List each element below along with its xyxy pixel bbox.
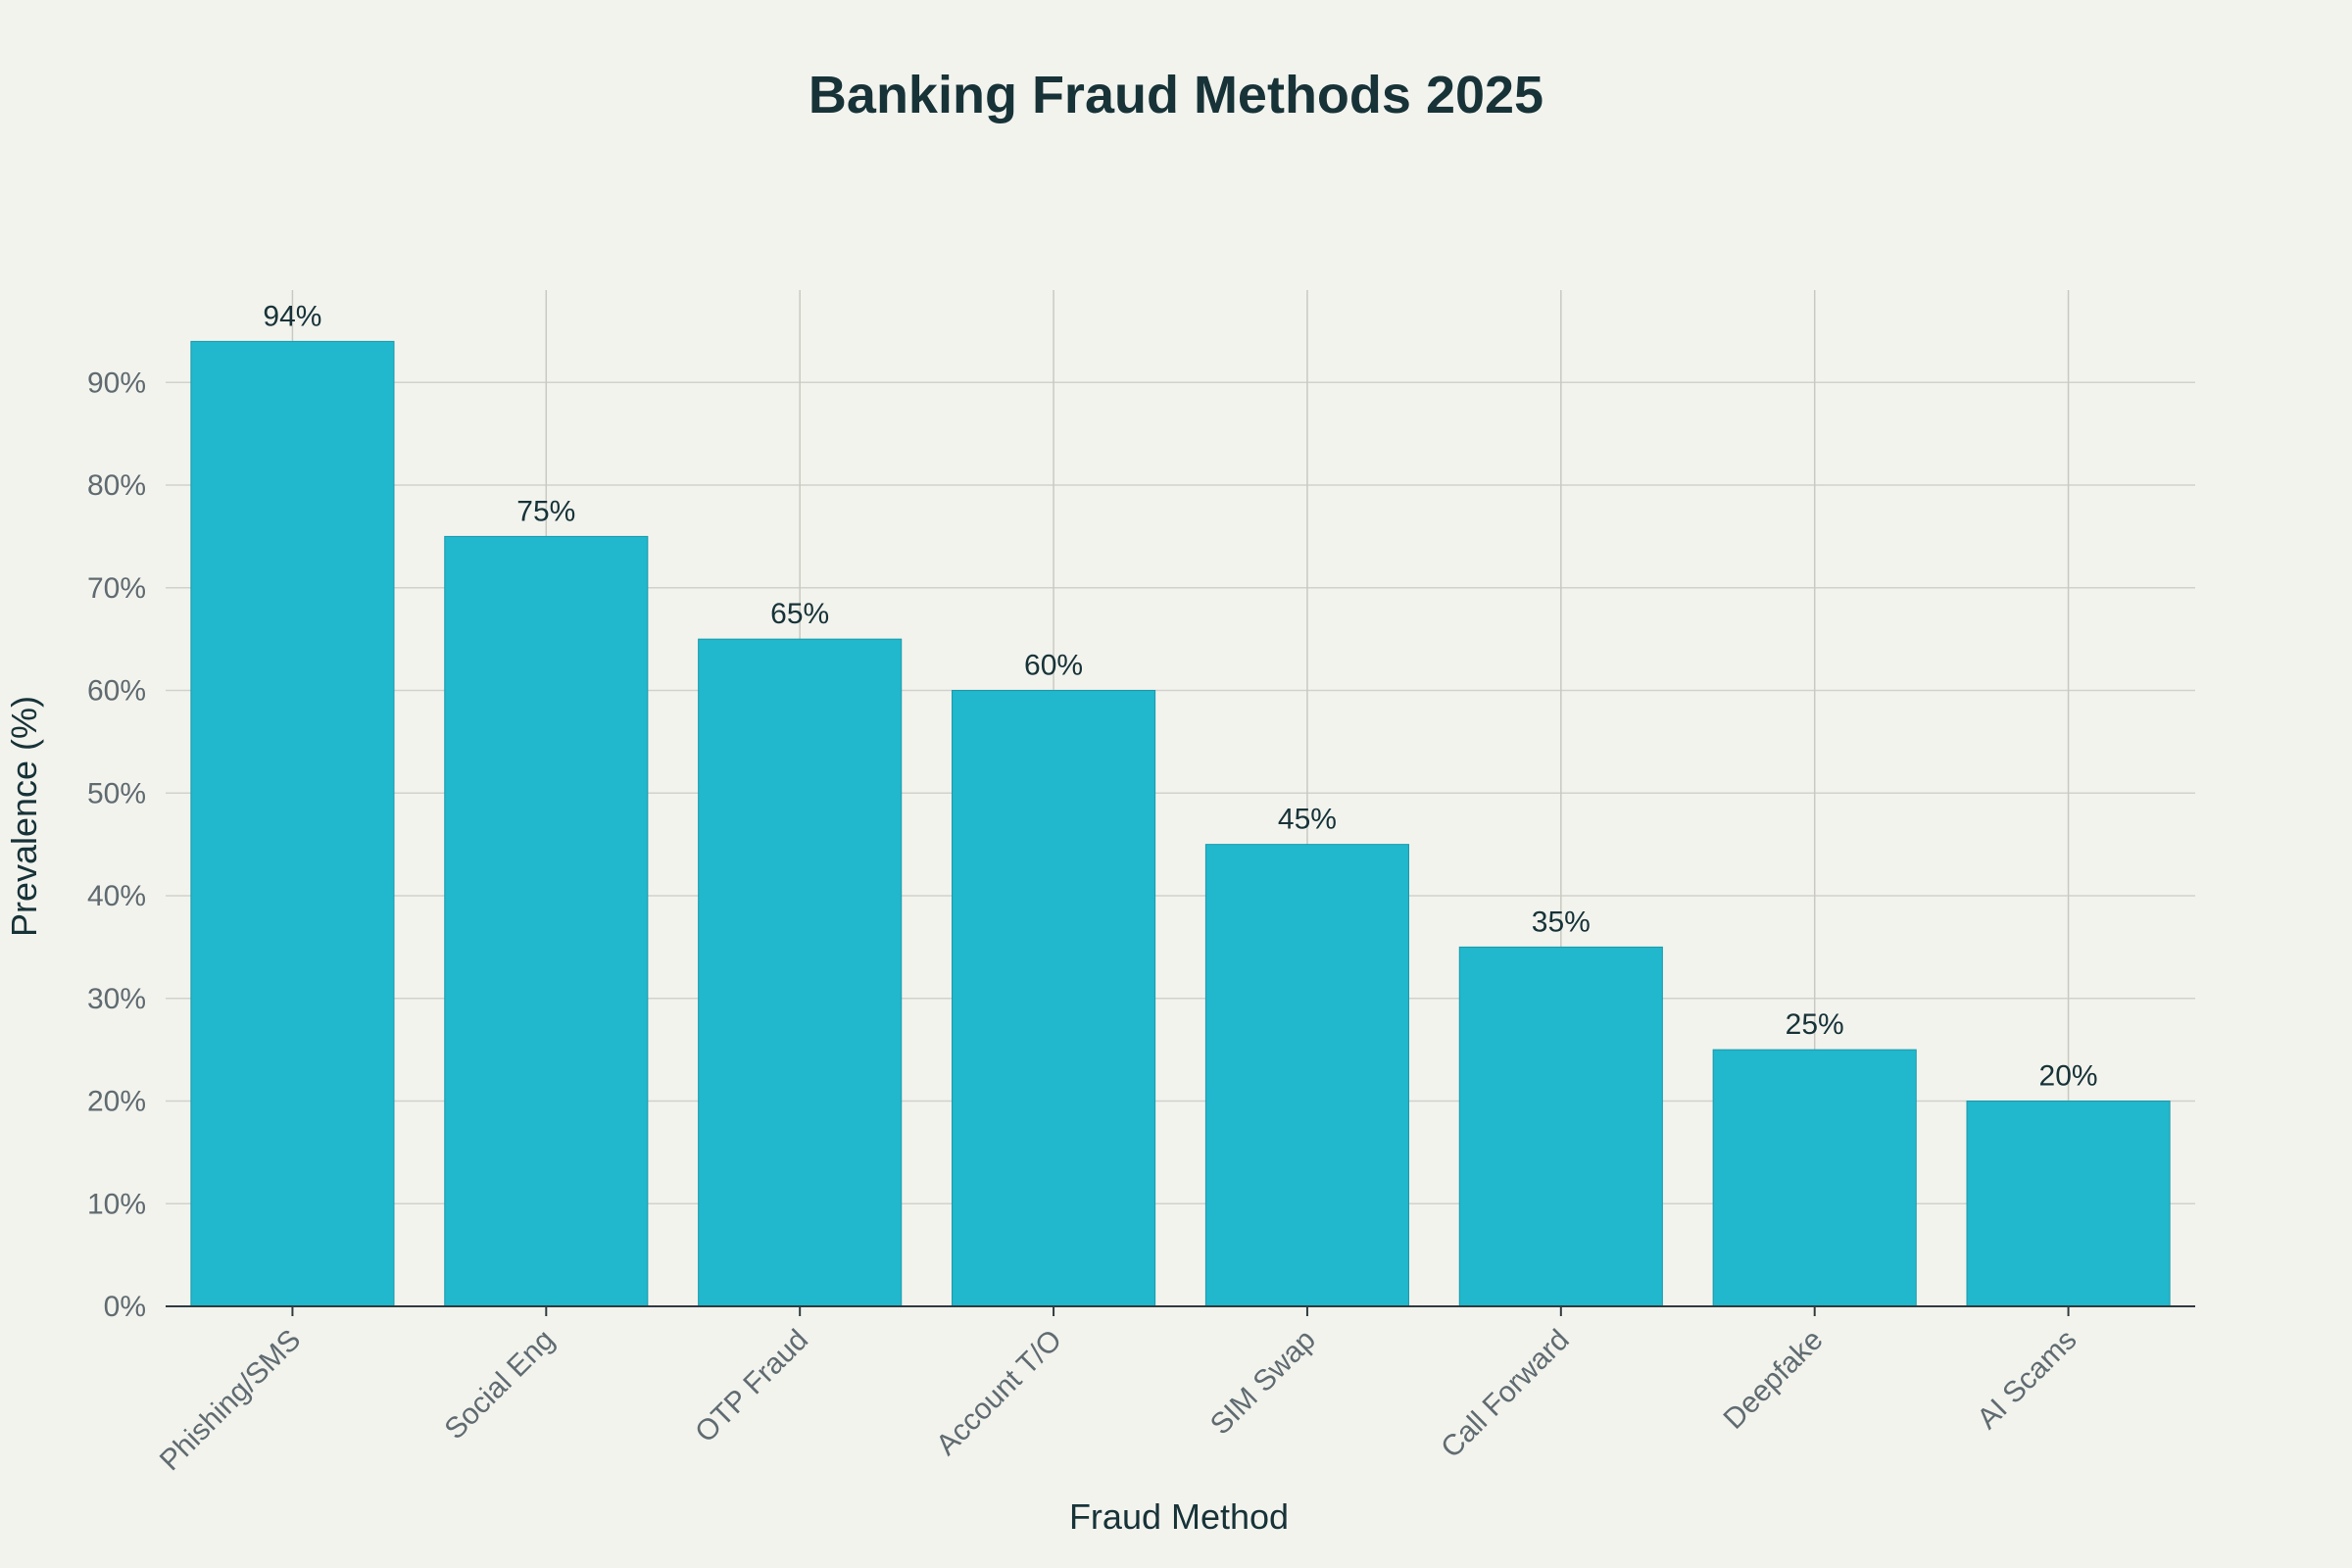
bar (1966, 1101, 2171, 1307)
data-label: 45% (1278, 804, 1337, 836)
bar (1712, 1049, 1917, 1307)
bar (1458, 946, 1663, 1307)
data-label: 94% (263, 300, 321, 332)
y-tick-label: 10% (87, 1188, 146, 1220)
x-axis-label: Fraud Method (1069, 1496, 1289, 1537)
x-tick-label: AI Scams (1971, 1324, 2082, 1436)
data-label: 25% (1786, 1008, 1844, 1041)
x-tick-label: Social Eng (439, 1324, 562, 1446)
bar (444, 535, 649, 1307)
data-label: 35% (1532, 906, 1591, 938)
bar (190, 340, 395, 1307)
data-label: 75% (516, 495, 575, 527)
bar (698, 638, 903, 1307)
x-tick-label: OTP Fraud (689, 1324, 814, 1449)
x-tick-label: SIM Swap (1204, 1324, 1322, 1442)
y-tick-label: 80% (87, 469, 146, 502)
x-tick-label: Phishing/SMS (154, 1324, 308, 1478)
chart-title: Banking Fraud Methods 2025 (808, 66, 1544, 124)
y-tick-label: 70% (87, 572, 146, 605)
x-tick-label: Call Forward (1435, 1324, 1576, 1465)
bar (1204, 844, 1409, 1307)
y-tick-label: 60% (87, 675, 146, 708)
data-label: 60% (1024, 650, 1083, 682)
bar (952, 690, 1156, 1307)
bar-layer: 94% 75% 65% 60% 45% 35% 25% 20% (190, 300, 2171, 1307)
data-label: 20% (2039, 1060, 2098, 1093)
y-axis-label: Prevalence (%) (4, 696, 44, 937)
y-tick-label: 50% (87, 777, 146, 809)
y-tick-label: 40% (87, 880, 146, 912)
y-tick-label: 30% (87, 983, 146, 1015)
x-tick-label: Account T/O (930, 1324, 1068, 1462)
y-tick-label: 0% (104, 1291, 146, 1323)
y-tick-label: 20% (87, 1086, 146, 1118)
y-tick-label: 90% (87, 367, 146, 399)
data-label: 65% (770, 598, 829, 630)
x-tick-label: Deepfake (1717, 1324, 1829, 1436)
